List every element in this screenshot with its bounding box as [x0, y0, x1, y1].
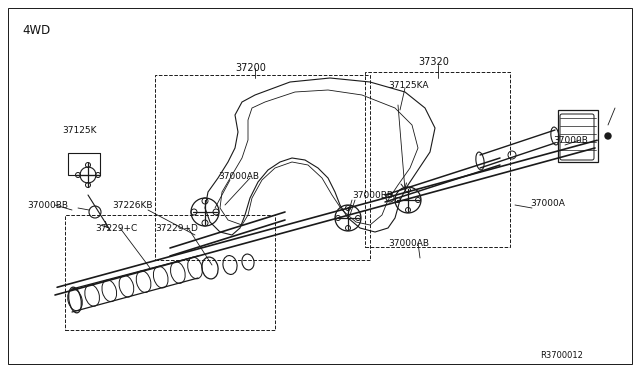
Text: R3700012: R3700012 — [540, 350, 583, 359]
Text: 37229+C: 37229+C — [95, 224, 137, 232]
Text: 37000AB: 37000AB — [388, 238, 429, 247]
Circle shape — [605, 133, 611, 139]
Bar — [65, 215, 275, 330]
Text: 37229+D: 37229+D — [155, 224, 198, 232]
Bar — [365, 72, 510, 247]
Text: 37226KB: 37226KB — [112, 201, 152, 209]
Text: 37000AB: 37000AB — [218, 171, 259, 180]
Text: 37200: 37200 — [235, 63, 266, 73]
Text: 4WD: 4WD — [22, 23, 51, 36]
Bar — [68, 153, 100, 175]
Text: 37000BB: 37000BB — [352, 190, 393, 199]
Text: 37000B: 37000B — [553, 135, 588, 144]
Text: 37000A: 37000A — [530, 199, 565, 208]
Text: 37125KA: 37125KA — [388, 80, 429, 90]
Text: 37320: 37320 — [418, 57, 449, 67]
Text: 37000BB: 37000BB — [27, 201, 68, 209]
Text: 37125K: 37125K — [62, 125, 97, 135]
Bar — [155, 75, 370, 260]
